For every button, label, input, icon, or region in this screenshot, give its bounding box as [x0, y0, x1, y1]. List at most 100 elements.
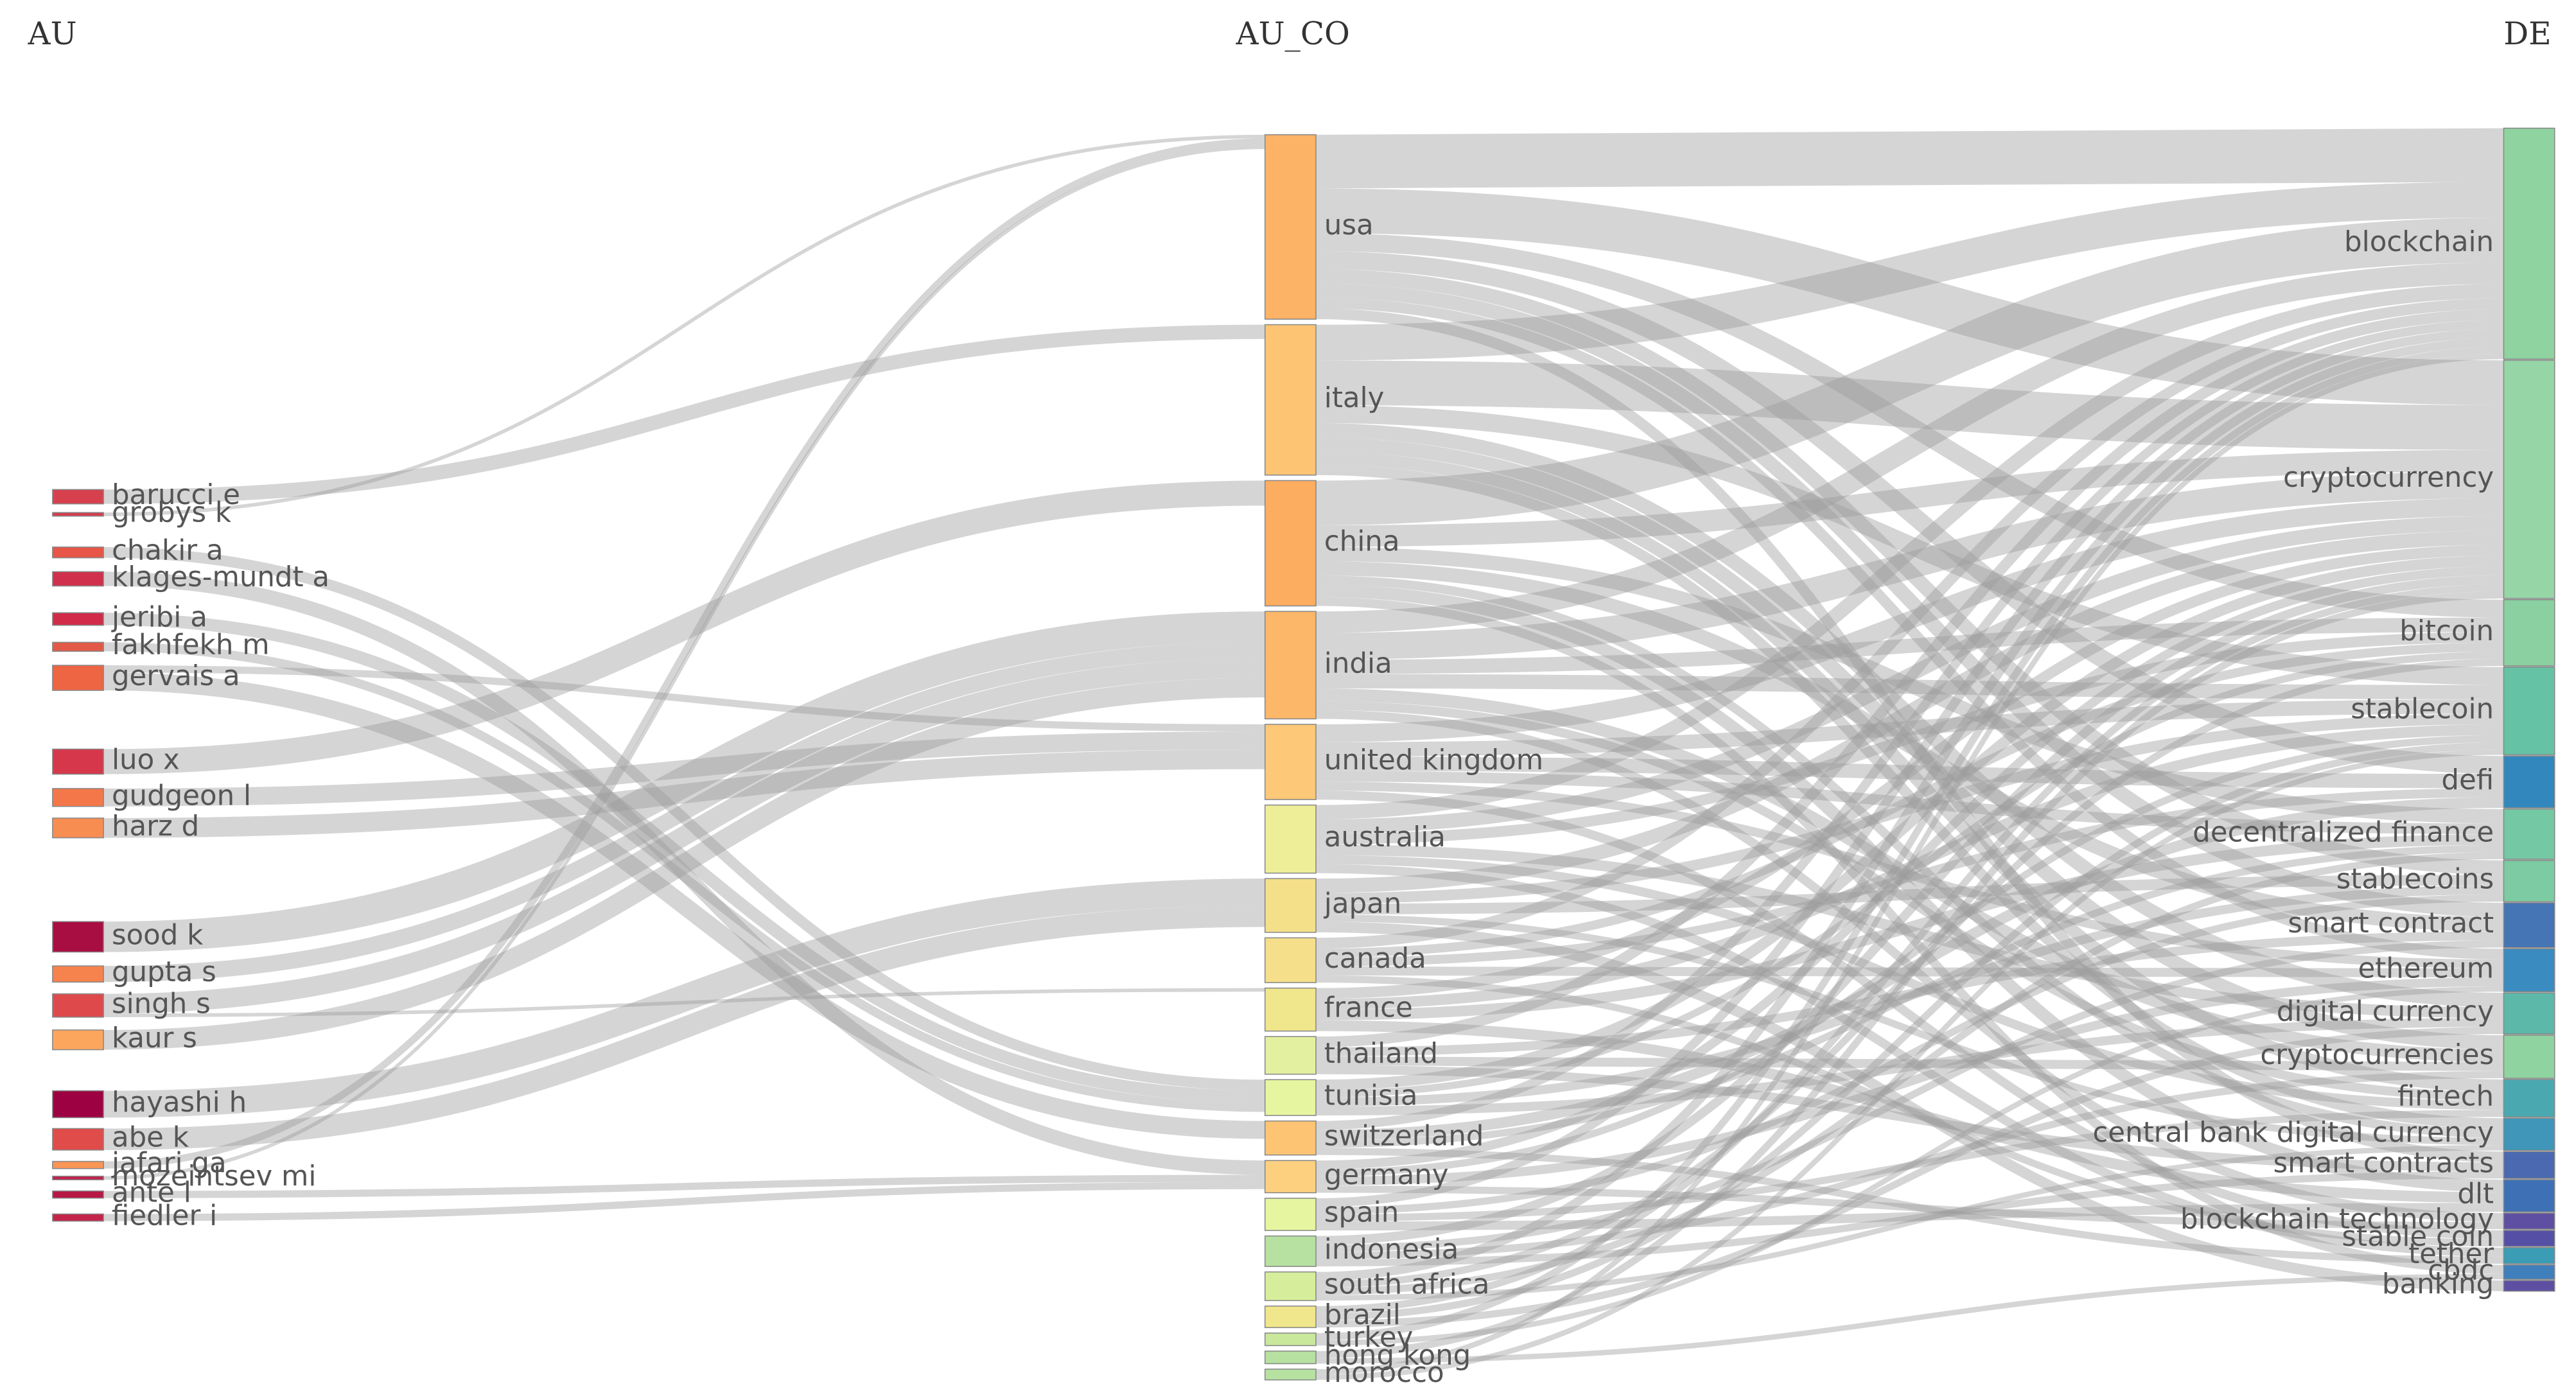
link	[1315, 262, 2504, 633]
link	[103, 658, 1265, 1014]
node	[52, 1190, 104, 1199]
node	[2503, 755, 2555, 808]
link	[1315, 1148, 2504, 1264]
column-title: DE	[2503, 16, 2551, 52]
link	[1315, 597, 2504, 1274]
link	[1315, 1027, 2504, 1328]
column-title: AU	[27, 16, 76, 52]
link	[1315, 464, 2504, 1129]
node-label: digital currency	[2277, 996, 2494, 1028]
node-label: smart contract	[2288, 907, 2494, 939]
link	[1315, 575, 2504, 1138]
node	[52, 489, 104, 505]
node-label: kaur s	[112, 1022, 197, 1054]
link	[1315, 546, 2504, 824]
node	[2503, 992, 2555, 1035]
node	[2503, 599, 2555, 667]
node	[2503, 860, 2555, 902]
link	[1315, 284, 2504, 819]
link	[1315, 1056, 2504, 1071]
node	[52, 788, 104, 807]
link	[1315, 360, 2504, 450]
node-label: ethereum	[2358, 952, 2494, 984]
node	[2503, 1117, 2555, 1151]
node-label: spain	[1324, 1197, 1399, 1229]
node-label: japan	[1324, 888, 1402, 920]
node-label: hong kong	[1324, 1340, 1471, 1372]
link	[1315, 658, 2504, 1288]
node	[1264, 1120, 1317, 1156]
node	[52, 1213, 104, 1222]
link	[1315, 617, 2504, 674]
link	[1315, 1171, 2504, 1267]
link	[103, 613, 1265, 1103]
node	[52, 642, 104, 652]
node-label: cryptocurrencies	[2260, 1039, 2494, 1071]
node	[52, 921, 104, 953]
node	[1264, 1368, 1317, 1381]
link	[1315, 217, 2504, 526]
link	[1315, 328, 2504, 1207]
link	[1315, 699, 2504, 757]
node-label: morocco	[1324, 1357, 1444, 1389]
link	[1315, 855, 2504, 1110]
node-label: banking	[2382, 1268, 2494, 1300]
node	[1264, 1160, 1317, 1194]
node-label: cbdc	[2428, 1254, 2494, 1286]
link	[103, 1175, 1265, 1198]
link	[1315, 977, 2504, 1186]
link	[1315, 1018, 2504, 1116]
link	[1315, 298, 2504, 949]
node-label: tunisia	[1324, 1080, 1418, 1112]
link	[1315, 742, 2504, 1321]
node	[52, 1090, 104, 1119]
link	[1315, 756, 2504, 789]
link	[103, 672, 1265, 1139]
link	[1315, 894, 2504, 1215]
link	[1315, 128, 2504, 189]
node-label: france	[1324, 992, 1413, 1024]
node	[52, 1160, 104, 1169]
node	[1264, 804, 1317, 874]
node	[1264, 937, 1317, 983]
link	[1315, 975, 2504, 1247]
link	[103, 731, 1265, 807]
node-label: brazil	[1324, 1299, 1401, 1331]
node	[2503, 127, 2555, 360]
node-label: south africa	[1324, 1268, 1490, 1300]
node-label: jeribi a	[111, 601, 207, 633]
link	[1315, 353, 2504, 1375]
link	[1315, 771, 2504, 834]
link	[1315, 233, 2504, 618]
link	[1315, 642, 2504, 958]
node-label: ante l	[112, 1177, 191, 1209]
link	[103, 665, 1265, 732]
link	[1315, 182, 2504, 361]
node-label: klages-mundt a	[112, 561, 329, 593]
link	[1315, 651, 2504, 1098]
node-label: stablecoins	[2336, 863, 2494, 895]
link	[1315, 566, 2504, 1170]
node	[1264, 1235, 1317, 1267]
node	[2503, 948, 2555, 993]
link	[1315, 545, 2504, 999]
node-label: united kingdom	[1324, 744, 1543, 776]
link	[1315, 1203, 2504, 1231]
node	[2503, 1151, 2555, 1179]
link	[1315, 724, 2504, 1010]
node-label: gudgeon l	[112, 780, 251, 812]
link	[1315, 555, 2504, 1091]
node	[1264, 1350, 1317, 1365]
link	[1315, 931, 2504, 1056]
node-label: jafari ga	[111, 1148, 227, 1180]
node-label: thailand	[1324, 1038, 1438, 1070]
links	[103, 128, 2504, 1380]
link	[1315, 530, 2504, 893]
node-label: fakhfekh m	[112, 629, 270, 661]
link	[1315, 423, 2504, 1008]
link	[1315, 713, 2504, 904]
node	[52, 1128, 104, 1151]
link	[1315, 346, 2504, 1341]
link	[1315, 631, 2504, 845]
node-label: gupta s	[112, 956, 216, 988]
